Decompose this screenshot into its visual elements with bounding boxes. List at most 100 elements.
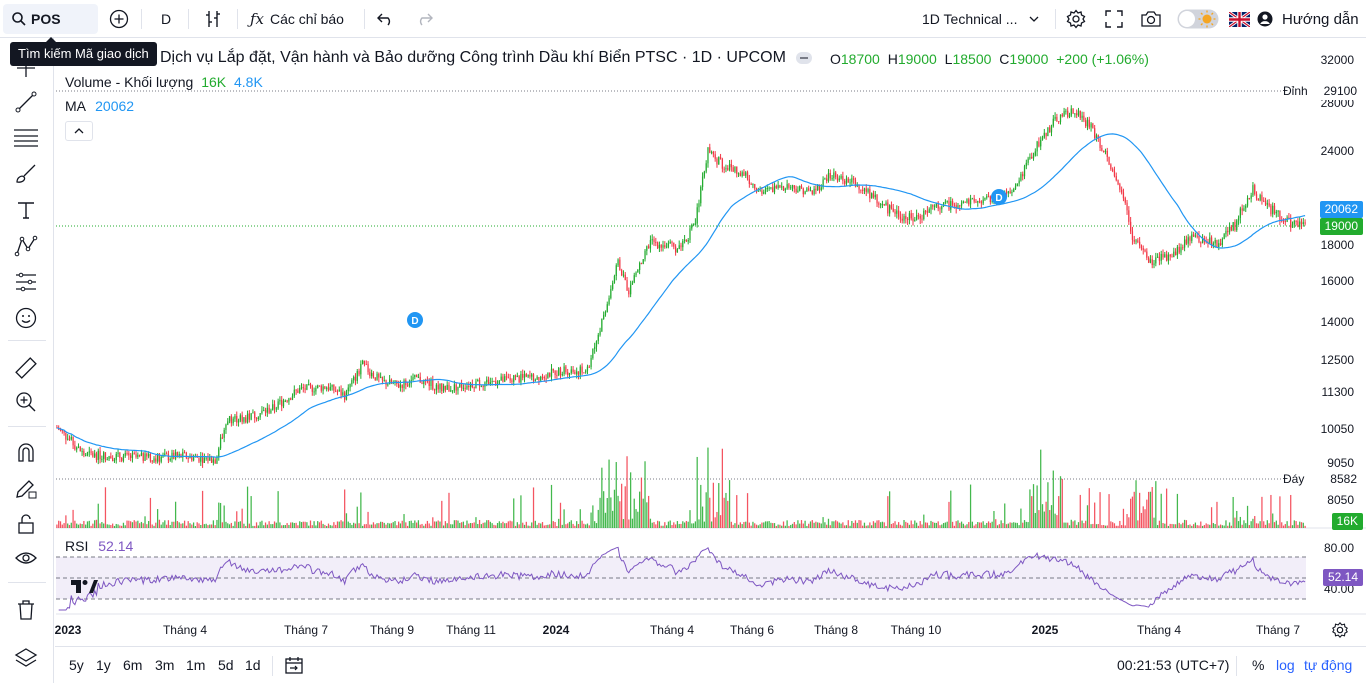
range-3m[interactable]: 3m bbox=[155, 657, 175, 673]
indicators-button[interactable]: ƒx Các chỉ báo bbox=[250, 4, 355, 34]
clock[interactable]: 00:21:53 (UTC+7) bbox=[1117, 657, 1230, 673]
zoom-tool[interactable] bbox=[10, 386, 42, 418]
candle-body bbox=[581, 366, 583, 373]
candle-body bbox=[326, 387, 328, 389]
volume-bar bbox=[1077, 522, 1080, 528]
range-1d[interactable]: 1d bbox=[245, 657, 261, 673]
time-axis-label: Tháng 4 bbox=[649, 623, 695, 637]
theme-toggle[interactable] bbox=[1177, 4, 1219, 34]
candle-body bbox=[597, 334, 599, 342]
volume-bar bbox=[1243, 520, 1245, 528]
range-1y[interactable]: 1y bbox=[96, 657, 111, 673]
volume-bar bbox=[687, 521, 689, 528]
range-5y[interactable]: 5y bbox=[69, 657, 84, 673]
candle-body bbox=[147, 453, 150, 457]
candle-body bbox=[878, 203, 880, 205]
settings-button[interactable] bbox=[1065, 4, 1087, 34]
candle-body bbox=[885, 202, 887, 206]
screenshot-button[interactable] bbox=[1139, 4, 1163, 34]
chart-type-button[interactable] bbox=[200, 4, 226, 34]
candle-body bbox=[894, 211, 896, 214]
fib-tool[interactable] bbox=[10, 122, 42, 154]
object-tree-tool[interactable] bbox=[10, 642, 42, 674]
volume-bar bbox=[232, 525, 234, 528]
candle-body bbox=[442, 385, 445, 392]
volume-bar bbox=[871, 525, 873, 528]
redo-button[interactable] bbox=[413, 4, 435, 34]
keep-drawing-tool[interactable] bbox=[10, 472, 42, 504]
goto-date-button[interactable] bbox=[284, 655, 304, 680]
volume-bar bbox=[1022, 522, 1024, 528]
ma-legend[interactable]: MA 20062 bbox=[65, 98, 134, 114]
volume-legend[interactable]: Volume - Khối lượng 16K 4.8K bbox=[65, 74, 263, 90]
volume-bar bbox=[309, 520, 312, 528]
symbol-text: POS bbox=[31, 11, 61, 27]
candle-body bbox=[534, 379, 536, 381]
volume-bar bbox=[754, 523, 756, 528]
log-toggle[interactable]: log bbox=[1276, 657, 1295, 673]
volume-bar bbox=[763, 522, 765, 528]
range-6m[interactable]: 6m bbox=[123, 657, 143, 673]
volume-bar bbox=[448, 492, 450, 528]
layout-select[interactable]: 1D Technical ... bbox=[922, 4, 1047, 34]
brush-tool[interactable] bbox=[10, 158, 42, 190]
guide-button[interactable]: Hướng dẫn bbox=[1257, 4, 1365, 34]
remove-drawings-tool[interactable] bbox=[10, 594, 42, 626]
lock-drawings-tool[interactable] bbox=[10, 508, 42, 540]
low-label: L bbox=[944, 51, 953, 67]
measure-tool[interactable] bbox=[10, 352, 42, 384]
fullscreen-button[interactable] bbox=[1103, 4, 1125, 34]
volume-bar bbox=[862, 525, 864, 528]
volume-bar bbox=[1282, 525, 1285, 528]
volume-bar bbox=[390, 523, 393, 528]
candle-body bbox=[1013, 189, 1015, 192]
rsi-legend[interactable]: RSI 52.14 bbox=[65, 538, 133, 554]
volume-bar bbox=[173, 521, 175, 528]
candle-body bbox=[279, 399, 281, 402]
candle-body bbox=[1128, 210, 1130, 222]
range-1m[interactable]: 1m bbox=[186, 657, 206, 673]
candle-body bbox=[156, 453, 159, 462]
candle-body bbox=[937, 202, 939, 209]
hide-drawings-tool[interactable] bbox=[10, 542, 42, 574]
candle-body bbox=[406, 385, 409, 387]
volume-bar bbox=[104, 487, 107, 528]
candle-body bbox=[304, 388, 306, 390]
candle-body bbox=[610, 288, 612, 299]
candle-body bbox=[1264, 201, 1267, 205]
candle-body bbox=[344, 392, 346, 400]
symbol-search-button[interactable]: POS bbox=[3, 4, 98, 34]
interval-button[interactable]: D bbox=[160, 11, 172, 27]
candle-body bbox=[1219, 243, 1222, 245]
auto-toggle[interactable]: tự động bbox=[1304, 657, 1353, 673]
range-5d[interactable]: 5d bbox=[218, 657, 234, 673]
magnet-tool[interactable] bbox=[10, 436, 42, 468]
volume-bar bbox=[1043, 511, 1045, 528]
volume-bar bbox=[347, 521, 349, 528]
trend-line-tool[interactable] bbox=[10, 86, 42, 118]
candle-body bbox=[378, 373, 380, 378]
tradingview-logo[interactable] bbox=[70, 576, 100, 600]
candle-body bbox=[167, 454, 170, 461]
candle-body bbox=[450, 390, 452, 392]
pattern-tool[interactable] bbox=[10, 230, 42, 262]
language-button[interactable] bbox=[1229, 4, 1251, 34]
compare-symbol-button[interactable] bbox=[106, 4, 132, 34]
volume-bar bbox=[108, 524, 110, 528]
candle-body bbox=[448, 384, 450, 392]
candle-body bbox=[522, 373, 524, 378]
chart-settings-button[interactable] bbox=[1331, 621, 1351, 641]
candle-body bbox=[973, 198, 975, 202]
undo-button[interactable] bbox=[375, 4, 397, 34]
candle-body bbox=[1054, 116, 1056, 119]
volume-bar bbox=[788, 525, 790, 528]
volume-bar bbox=[1085, 520, 1087, 528]
text-tool[interactable] bbox=[10, 194, 42, 226]
volume-bar bbox=[790, 524, 792, 528]
candle-body bbox=[243, 417, 245, 422]
collapse-legend-button[interactable] bbox=[65, 121, 93, 141]
volume-bar bbox=[734, 523, 736, 528]
percent-toggle[interactable]: % bbox=[1252, 657, 1265, 673]
prediction-tool[interactable] bbox=[10, 266, 42, 298]
emoji-tool[interactable] bbox=[10, 302, 42, 334]
